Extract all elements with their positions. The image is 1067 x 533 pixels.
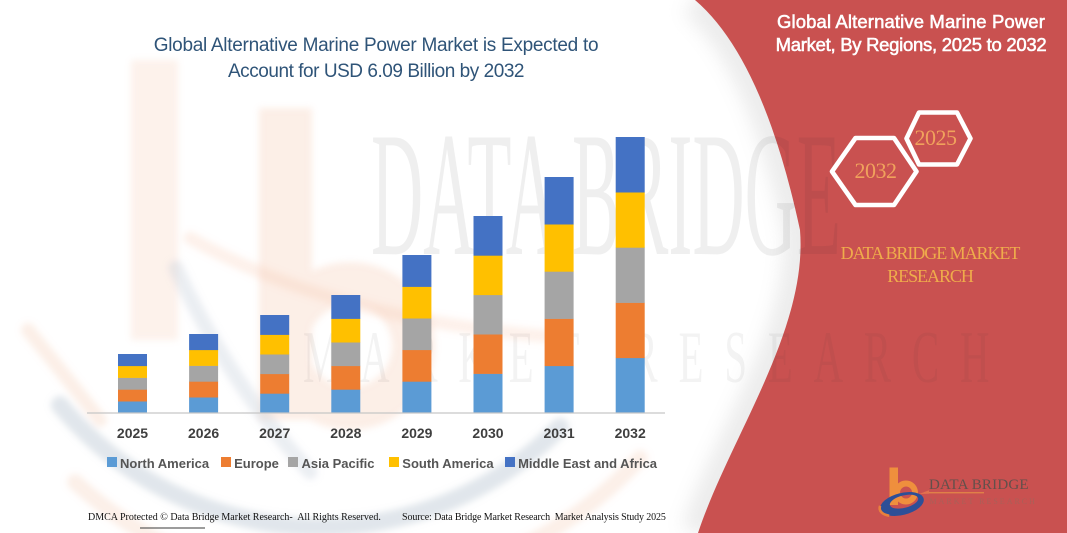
svg-text:DATA BRIDGE: DATA BRIDGE bbox=[371, 97, 841, 294]
